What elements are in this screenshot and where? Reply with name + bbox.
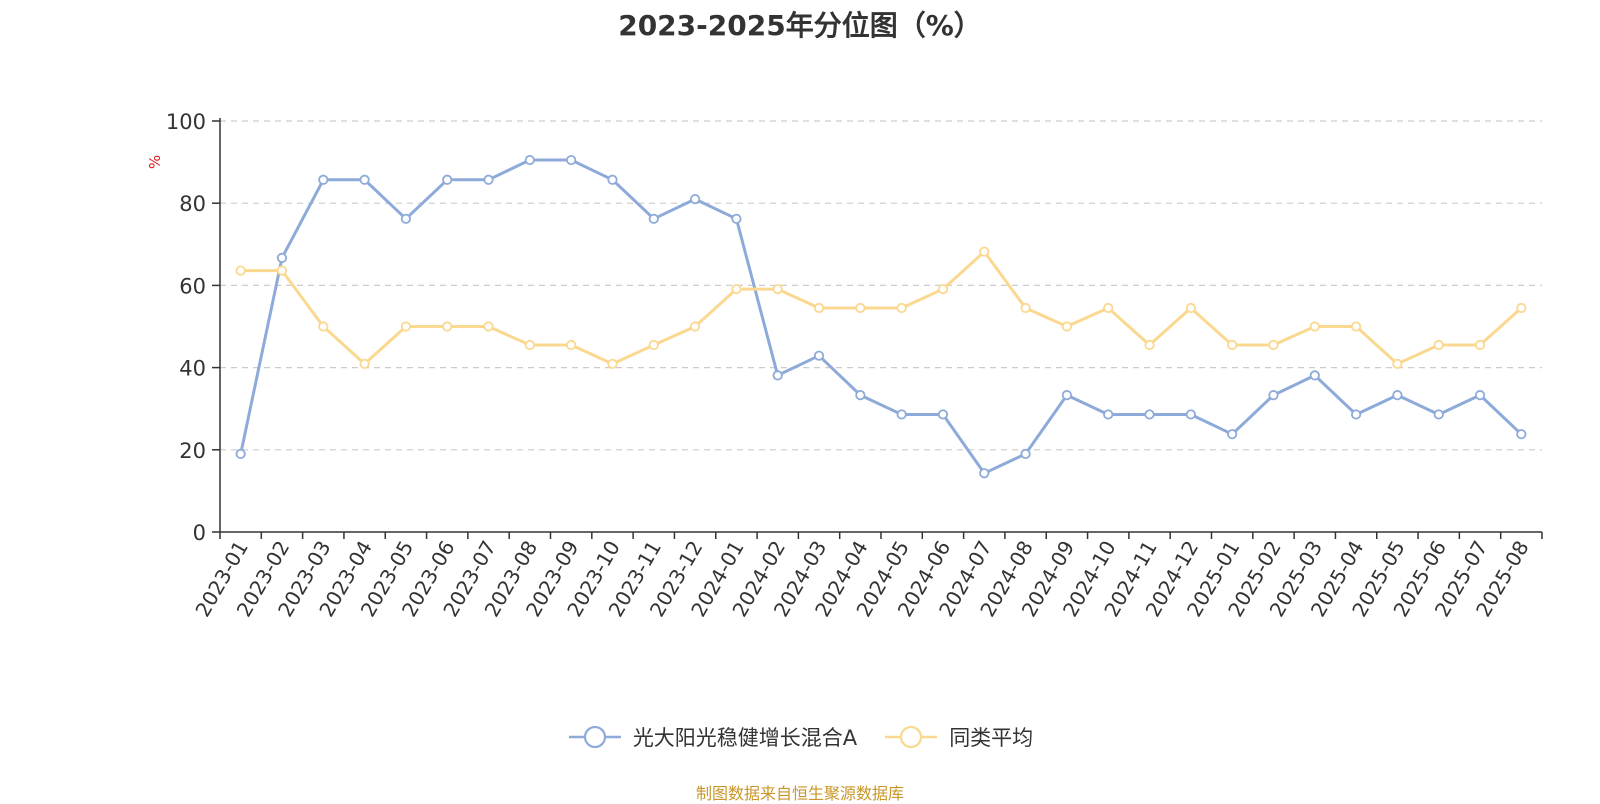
data-point: [1061, 390, 1073, 401]
data-point: [400, 213, 412, 224]
data-point: [566, 154, 577, 166]
data-point: [1020, 448, 1031, 460]
data-point: [1392, 358, 1403, 370]
data-point: [1309, 370, 1320, 381]
data-point: [1227, 339, 1238, 351]
data-point: [1144, 339, 1155, 351]
data-point: [235, 448, 246, 460]
data-point: [235, 265, 246, 276]
data-points: [235, 154, 1527, 479]
data-point: [731, 213, 742, 224]
data-point: [359, 358, 370, 370]
data-point: [689, 193, 701, 205]
data-point: [1268, 390, 1279, 401]
y-tick-label: 100: [166, 110, 206, 134]
data-point: [1020, 302, 1031, 314]
data-point: [1433, 409, 1444, 420]
data-point: [979, 246, 990, 257]
data-point: [813, 302, 825, 314]
legend-item-1[interactable]: 光大阳光稳健增长混合A: [567, 722, 857, 752]
data-point: [855, 302, 866, 314]
y-tick-label: 40: [179, 357, 206, 381]
data-point: [1474, 339, 1486, 351]
legend-label: 同类平均: [949, 726, 1034, 750]
data-point: [400, 321, 412, 332]
data-point: [1227, 429, 1238, 440]
data-point: [1103, 302, 1114, 314]
data-point: [1474, 390, 1486, 401]
y-axis-label: %: [146, 155, 164, 169]
data-point: [1103, 409, 1114, 420]
data-point: [524, 154, 535, 166]
data-point: [689, 321, 701, 332]
legend: 光大阳光稳健增长混合A 同类平均: [0, 722, 1600, 752]
y-tick-label: 60: [179, 274, 206, 298]
data-point: [648, 339, 659, 351]
chart-title: 2023-2025年分位图（%）: [618, 9, 982, 42]
data-point: [442, 174, 453, 185]
data-point: [318, 174, 329, 185]
data-point: [524, 339, 535, 351]
data-point: [1433, 339, 1444, 351]
data-point: [813, 350, 825, 361]
y-tick-label: 20: [179, 439, 206, 463]
data-point: [276, 252, 288, 263]
series-line-1: [239, 158, 1523, 475]
data-point: [318, 321, 329, 332]
legend-label: 光大阳光稳健增长混合A: [632, 726, 858, 750]
data-point: [483, 174, 494, 185]
data-point: [359, 174, 370, 185]
data-point: [1392, 390, 1403, 401]
data-point: [1516, 302, 1527, 314]
data-point: [772, 283, 783, 295]
data-point: [442, 321, 453, 332]
legend-swatch: [568, 725, 621, 749]
y-tick-label: 80: [179, 192, 206, 216]
data-point: [1516, 429, 1527, 440]
data-point: [1268, 339, 1279, 351]
data-point: [648, 213, 659, 224]
data-point: [1350, 321, 1362, 332]
data-point: [276, 265, 288, 276]
series-lines: [239, 158, 1523, 475]
data-point: [566, 339, 577, 351]
y-tick-label: 0: [193, 521, 206, 545]
legend-swatch: [885, 725, 938, 749]
data-point: [1185, 302, 1196, 314]
legend-item-2[interactable]: 同类平均: [883, 722, 1033, 752]
data-point: [607, 174, 618, 185]
data-point: [731, 283, 742, 295]
data-point: [607, 358, 618, 370]
data-point: [937, 409, 949, 420]
data-point: [896, 302, 907, 314]
data-point: [1350, 409, 1362, 420]
grid-lines: [220, 120, 1542, 451]
data-point: [1185, 409, 1196, 420]
data-point: [1061, 321, 1073, 332]
data-point: [1144, 409, 1155, 420]
data-point: [979, 468, 990, 479]
data-point: [772, 370, 783, 381]
data-point: [483, 321, 494, 332]
line-chart: 0204060801002023-012023-022023-032023-04…: [146, 110, 1543, 621]
data-point: [896, 409, 907, 420]
source-note: 制图数据来自恒生聚源数据库: [695, 784, 904, 803]
data-point: [1309, 321, 1320, 332]
data-point: [855, 390, 866, 401]
data-point: [937, 283, 949, 295]
series-line-2: [240, 250, 1523, 366]
